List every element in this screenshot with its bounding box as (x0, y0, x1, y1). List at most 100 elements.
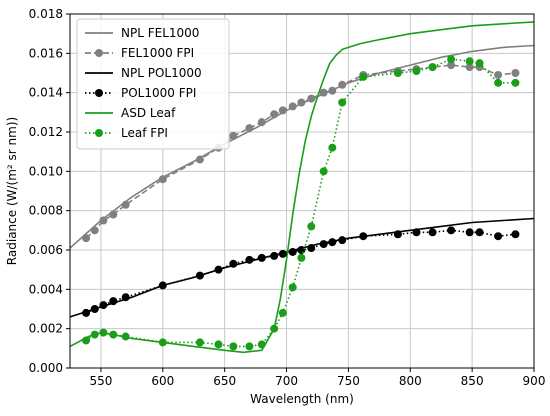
fel1000-fpi-point (328, 86, 337, 95)
leaf-fpi-point (214, 340, 223, 349)
fel1000-fpi-point (297, 98, 306, 107)
pol1000-fpi-point (278, 249, 287, 258)
pol1000-fpi-point (270, 251, 279, 260)
fel1000-fpi-point (447, 61, 456, 70)
pol1000-fpi-point (257, 253, 266, 262)
x-tick-label: 800 (399, 374, 422, 388)
leaf-fpi-point (90, 330, 99, 339)
fel1000-fpi-point (257, 118, 266, 127)
series-group (69, 21, 535, 354)
pol1000-fpi-point (494, 232, 503, 241)
pol1000-fpi-point (393, 230, 402, 239)
pol1000-fpi-point (82, 308, 91, 317)
legend-box (76, 18, 230, 150)
leaf-fpi-point (297, 253, 306, 262)
pol1000-fpi-point (338, 236, 347, 245)
fel1000-fpi-point (494, 70, 503, 79)
legend-label: FEL1000 FPI (121, 46, 194, 60)
x-tick-label: 850 (461, 374, 484, 388)
x-tick-label: 600 (151, 374, 174, 388)
y-tick-label: 0.014 (29, 86, 63, 100)
legend-item-asd-leaf: ASD Leaf (85, 106, 176, 120)
leaf-fpi-point (465, 57, 474, 66)
y-tick-label: 0.010 (29, 164, 63, 178)
legend-label: Leaf FPI (121, 126, 168, 140)
leaf-fpi-point (359, 72, 368, 81)
legend-item-leaf-fpi: Leaf FPI (85, 126, 168, 140)
pol1000-fpi-point (99, 301, 108, 310)
fel1000-fpi-point (319, 88, 328, 97)
axis-ticks: 550 600 650 700 750 800 850 900 0.000 0.002 0.004 0… (29, 7, 546, 388)
leaf-fpi-point (494, 78, 503, 87)
leaf-fpi-point (195, 338, 204, 347)
fel1000-fpi-point (288, 102, 297, 111)
pol1000-fpi-point (121, 293, 130, 302)
legend-item-npl-fel1000: NPL FEL1000 (85, 26, 199, 40)
leaf-fpi-point (428, 63, 437, 72)
y-tick-label: 0.018 (29, 7, 63, 21)
fel1000-fpi-point (465, 63, 474, 72)
leaf-fpi-point (307, 222, 316, 231)
leaf-fpi-point (99, 328, 108, 337)
fel1000-fpi-line (85, 64, 516, 239)
fel1000-fpi-point (82, 234, 91, 243)
leaf-fpi-point (319, 167, 328, 176)
fel1000-fpi-point (307, 94, 316, 103)
pol1000-fpi-point (412, 228, 421, 237)
leaf-fpi-point (475, 59, 484, 68)
pol1000-fpi-point (90, 305, 99, 313)
leaf-fpi-point (270, 324, 279, 333)
leaf-fpi-point (121, 332, 130, 341)
y-tick-label: 0.016 (29, 46, 63, 60)
fel1000-fpi-point (90, 226, 99, 235)
fel1000-fpi-point (195, 155, 204, 164)
leaf-fpi-point (245, 342, 254, 351)
pol1000-fpi-point (214, 265, 223, 274)
leaf-fpi-point (511, 78, 520, 87)
pol1000-fpi-point (447, 226, 456, 235)
x-axis-label: Wavelength (nm) (250, 392, 354, 406)
leaf-fpi-series (82, 55, 520, 351)
pol1000-fpi-point (475, 228, 484, 237)
leaf-fpi-point (229, 342, 238, 351)
y-tick-label: 0.008 (29, 204, 63, 218)
x-tick-label: 700 (275, 374, 298, 388)
legend-swatch-marker (95, 129, 103, 137)
x-tick-label: 650 (213, 374, 236, 388)
leaf-fpi-line (85, 58, 516, 348)
pol1000-fpi-series (82, 226, 520, 317)
pol1000-fpi-point (229, 259, 238, 268)
fel1000-fpi-point (158, 175, 167, 184)
leaf-fpi-point (288, 283, 297, 292)
asd-leaf-line (69, 21, 535, 354)
leaf-fpi-point (338, 98, 347, 107)
fel1000-fpi-point (245, 124, 254, 133)
pol1000-fpi-line (85, 229, 516, 314)
x-tick-label: 750 (337, 374, 360, 388)
legend-swatch-marker (95, 89, 103, 97)
pol1000-fpi-point (307, 244, 316, 253)
legend-swatch-marker (95, 49, 103, 57)
pol1000-fpi-point (511, 230, 520, 239)
x-tick-label: 900 (523, 374, 546, 388)
pol1000-fpi-point (328, 238, 337, 247)
leaf-fpi-point (412, 67, 421, 76)
fel1000-fpi-point (338, 80, 347, 89)
y-tick-label: 0.006 (29, 243, 63, 257)
legend: NPL FEL1000 FEL1000 FPI NPL POL1000 POL1000… (76, 18, 230, 150)
legend-label: NPL POL1000 (121, 66, 202, 80)
y-tick-label: 0.012 (29, 125, 63, 139)
pol1000-fpi-point (465, 228, 474, 237)
leaf-fpi-point (109, 330, 118, 339)
fel1000-fpi-point (109, 210, 118, 219)
pol1000-fpi-point (428, 228, 437, 237)
pol1000-fpi-point (359, 232, 368, 241)
fel1000-fpi-point (270, 110, 279, 119)
pol1000-fpi-point (195, 271, 204, 280)
legend-item-npl-pol1000: NPL POL1000 (85, 66, 202, 80)
pol1000-fpi-point (297, 246, 306, 254)
leaf-fpi-point (393, 69, 402, 77)
leaf-fpi-point (328, 143, 337, 152)
